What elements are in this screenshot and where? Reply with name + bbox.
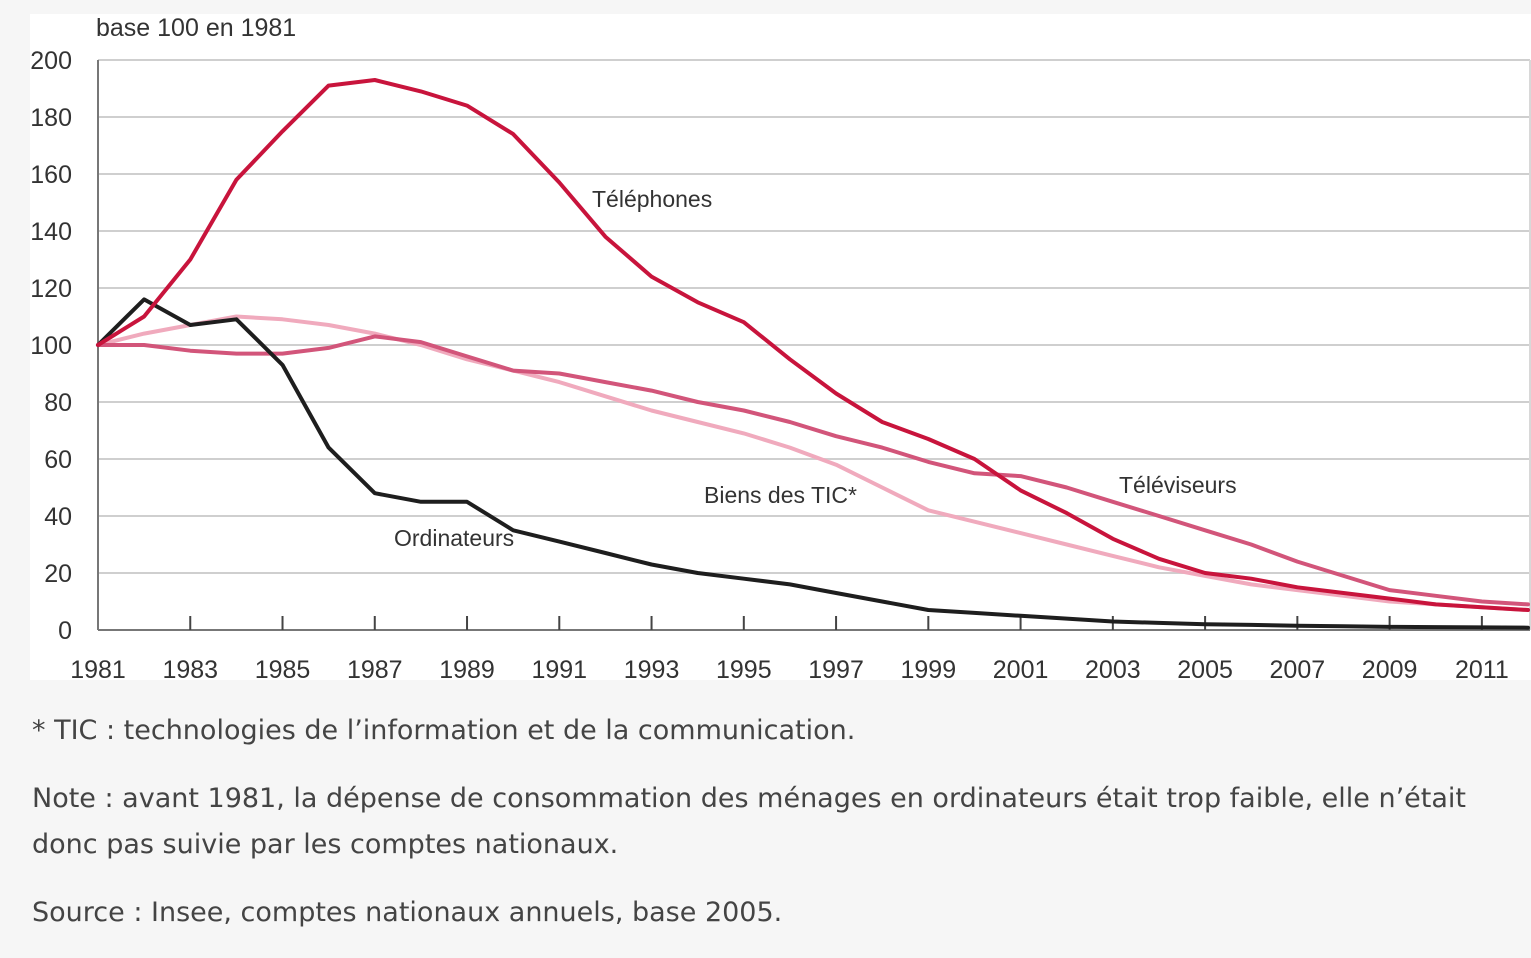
x-tick-label: 1983 (162, 656, 218, 680)
x-tick-label: 1999 (901, 656, 957, 680)
unit-label: base 100 en 1981 (96, 14, 296, 42)
annotation-label: Téléviseurs (1119, 472, 1237, 498)
x-tick-label: 2005 (1177, 656, 1233, 680)
y-tick-label: 60 (44, 446, 72, 474)
x-tick-label: 1989 (439, 656, 495, 680)
x-tick-label: 1987 (347, 656, 403, 680)
chart-notes: * TIC : technologies de l’information et… (32, 708, 1512, 958)
y-tick-label: 120 (30, 275, 72, 303)
y-tick-label: 40 (44, 503, 72, 531)
annotation-label: Ordinateurs (394, 525, 514, 551)
series-line-t-l-phones (96, 78, 1530, 612)
series-line-ordinateurs (96, 297, 1530, 630)
y-axis: 0 20 40 60 80 100 120 140 160 180 200 (30, 47, 99, 645)
series-annotations: Téléphones Téléviseurs Biens des TIC* Ordin… (394, 186, 1237, 551)
x-tick-label: 2007 (1270, 656, 1326, 680)
annotation-label: Téléphones (592, 186, 712, 212)
source-text: Source : Insee, comptes nationaux annuel… (32, 897, 783, 928)
line-chart: 0 20 40 60 80 100 120 140 160 180 200 1981 1983 1985… (30, 14, 1531, 684)
y-tick-label: 80 (44, 389, 72, 417)
y-tick-label: 20 (44, 560, 72, 588)
footnote-tic: * TIC : technologies de l’information et… (32, 715, 856, 746)
x-tick-label: 1997 (808, 656, 864, 680)
series-lines (96, 78, 1530, 630)
chart-area: 0 20 40 60 80 100 120 140 160 180 200 1981 1983 1985… (30, 14, 1531, 684)
y-tick-label: 160 (30, 161, 72, 189)
series-line-t-l-viseurs (96, 334, 1530, 607)
x-tick-label: 1993 (624, 656, 680, 680)
x-tick-label: 1981 (70, 656, 126, 680)
x-tick-label: 2011 (1455, 656, 1509, 680)
x-axis: 1981 1983 1985 1987 1989 1991 1993 1995 1997 1999… (70, 616, 1530, 684)
series-line-biens-des-tic (96, 314, 1530, 612)
x-tick-label: 1995 (716, 656, 772, 680)
y-tick-label: 140 (30, 218, 72, 246)
x-tick-label: 1985 (255, 656, 311, 680)
x-tick-label: 1991 (531, 656, 587, 680)
y-tick-label: 100 (30, 332, 72, 360)
annotation-label: Biens des TIC* (704, 482, 857, 508)
note-text: Note : avant 1981, la dépense de consomm… (32, 783, 1466, 860)
y-tick-label: 0 (58, 617, 72, 645)
y-tick-label: 200 (30, 47, 72, 75)
x-tick-label: 2009 (1362, 656, 1418, 680)
gridlines (98, 59, 1531, 630)
x-tick-label: 2001 (993, 656, 1049, 680)
y-tick-label: 180 (30, 104, 72, 132)
x-tick-label: 2003 (1085, 656, 1141, 680)
